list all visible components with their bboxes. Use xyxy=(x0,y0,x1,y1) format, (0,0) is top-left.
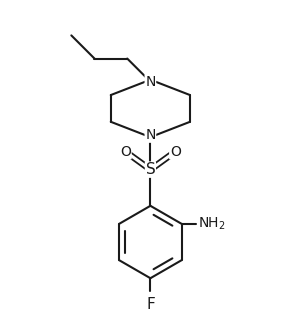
Text: F: F xyxy=(146,297,155,312)
Text: S: S xyxy=(146,162,155,177)
Text: N: N xyxy=(145,75,156,89)
Text: O: O xyxy=(170,145,181,159)
Text: O: O xyxy=(120,145,131,159)
Text: NH$_2$: NH$_2$ xyxy=(198,216,226,232)
Text: N: N xyxy=(145,128,156,142)
